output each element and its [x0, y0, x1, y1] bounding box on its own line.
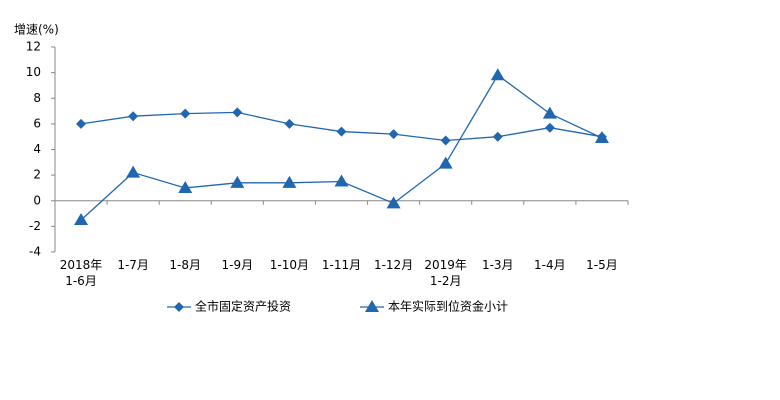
- triangle-marker: [282, 175, 297, 188]
- x-tick-label: 1-3月: [481, 258, 514, 272]
- triangle-marker: [542, 106, 557, 119]
- y-tick-label: 6: [33, 116, 41, 130]
- triangle-marker: [126, 165, 141, 178]
- legend-marker: [174, 302, 184, 312]
- y-tick-label: 12: [26, 40, 41, 54]
- x-tick-label: 1-4月: [534, 258, 566, 272]
- x-tick-label: 1-8月: [169, 258, 202, 272]
- triangle-marker: [74, 212, 89, 225]
- y-tick-label: -2: [29, 219, 41, 233]
- y-tick-label: 0: [33, 193, 41, 207]
- triangle-marker: [490, 68, 505, 81]
- y-tick-label: -4: [29, 245, 41, 259]
- y-tick-label: 10: [26, 65, 41, 79]
- x-tick-label: 1-11月: [321, 258, 362, 272]
- diamond-marker: [440, 135, 451, 146]
- diamond-marker: [128, 111, 139, 122]
- y-tick-label: 2: [33, 168, 41, 182]
- x-tick-label: 2018年 1-6月: [59, 258, 103, 288]
- x-tick-label: 1-5月: [586, 258, 618, 272]
- triangle-marker: [386, 196, 401, 209]
- triangle-marker: [438, 156, 453, 169]
- triangle-marker: [230, 175, 245, 188]
- diamond-marker: [388, 129, 399, 140]
- diamond-marker: [284, 118, 295, 129]
- diamond-marker: [180, 108, 191, 119]
- triangle-marker: [178, 180, 193, 193]
- x-tick-label: 1-9月: [221, 258, 254, 272]
- x-tick-label: 2019年 1-2月: [424, 258, 467, 288]
- diamond-marker: [492, 131, 503, 142]
- triangle-marker: [594, 130, 609, 143]
- legend-marker: [365, 300, 379, 312]
- y-tick-label: 8: [33, 91, 41, 105]
- triangle-marker: [334, 174, 349, 187]
- x-tick-label: 1-12月: [373, 258, 414, 272]
- legend-label: 本年实际到位资金小计: [388, 299, 508, 314]
- diamond-marker: [336, 126, 347, 137]
- x-tick-label: 1-10月: [269, 258, 310, 272]
- x-tick-label: 1-7月: [117, 258, 149, 272]
- diamond-marker: [232, 107, 243, 118]
- series-line: [80, 74, 603, 221]
- diamond-marker: [76, 118, 87, 129]
- diamond-marker: [544, 122, 555, 133]
- y-axis-title: 增速(%): [14, 23, 59, 37]
- y-tick-label: 4: [33, 142, 41, 156]
- legend-label: 全市固定资产投资: [195, 299, 291, 314]
